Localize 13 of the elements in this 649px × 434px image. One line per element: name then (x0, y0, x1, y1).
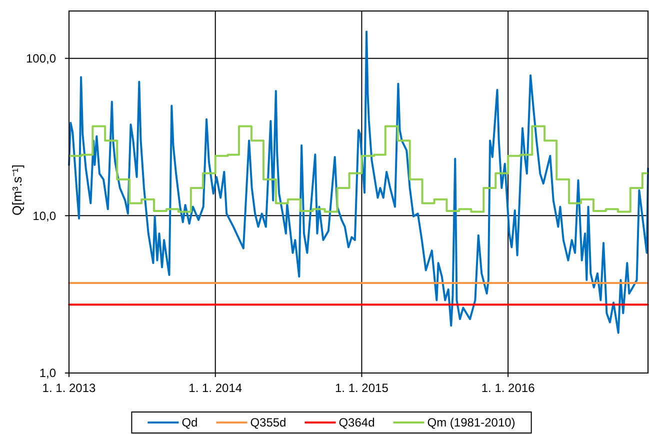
x-tick-label: 1. 1. 2014 (188, 381, 242, 395)
y-tick-label: 10,0 (32, 208, 56, 223)
legend-label: Qd (182, 416, 198, 430)
y-tick-label: 1,0 (39, 366, 56, 380)
x-tick-label: 1. 1. 2016 (481, 381, 536, 395)
y-axis-title: Q[m³.s⁻¹] (10, 164, 24, 216)
y-tick-label: 100,0 (26, 52, 56, 66)
legend-label: Q355d (250, 416, 286, 430)
legend-label: Q364d (338, 416, 375, 430)
line-series (68, 30, 649, 334)
legend-label: Qm (1981-2010) (427, 416, 516, 430)
x-tick-label: 1. 1. 2013 (42, 381, 96, 395)
x-tick-label: 1. 1. 2015 (335, 381, 389, 395)
